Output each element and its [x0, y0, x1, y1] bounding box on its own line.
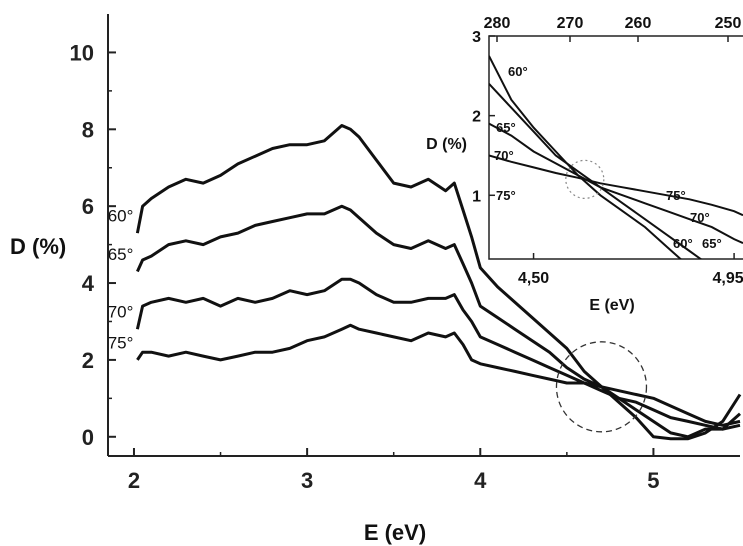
series-line-3 [136, 323, 741, 427]
series-line-0 [135, 124, 742, 441]
inset-right-label-2: 70° [690, 210, 710, 225]
inset-series-line-3 [489, 154, 743, 217]
inset-right-label-0: 60° [673, 236, 693, 251]
series-label-3: 75° [108, 333, 134, 352]
main-chart: 0 2 4 6 8 10 2 3 4 5 E (eV) D (%) 60° 65° 70° 75° [10, 14, 742, 545]
inset-x-tick-label: 4,95 [713, 270, 743, 287]
inset-y-tick-label: 3 [472, 29, 481, 46]
inset-x-tick-label: 4,50 [518, 270, 549, 287]
y-tick-label: 8 [82, 117, 94, 142]
inset-right-label-3: 75° [666, 188, 686, 203]
x-tick-label: 3 [301, 468, 313, 493]
y-tick-label: 10 [70, 40, 94, 65]
x-tick-label: 4 [474, 468, 487, 493]
highlight-circle [555, 341, 648, 433]
y-axis-title: D (%) [10, 234, 66, 259]
inset-left-label-0: 60° [508, 64, 528, 79]
inset-x-axis-title: E (eV) [589, 297, 634, 314]
inset-y-axis-title: D (%) [426, 136, 467, 153]
inset-left-label-1: 65° [496, 120, 516, 135]
y-tick-label: 0 [82, 425, 94, 450]
y-tick-label: 2 [82, 348, 94, 373]
inset-y-tick-label: 2 [472, 109, 481, 126]
series-label-0: 60° [108, 207, 134, 226]
y-tick-label: 6 [82, 194, 94, 219]
series-line-2 [135, 277, 741, 431]
inset-top-tick-label: 270 [557, 15, 584, 32]
y-tick-label: 4 [82, 271, 95, 296]
inset-left-label-3: 75° [496, 188, 516, 203]
inset-frame [488, 35, 743, 260]
inset-right-label-1: 65° [702, 236, 722, 251]
x-axis-title: E (eV) [364, 520, 426, 545]
inset-chart: 1 2 3 4,50 4,95 280 270 260 250 D (%) E (eV) 60° 65°… [426, 15, 743, 314]
x-tick-label: 2 [128, 468, 140, 493]
series-label-2: 70° [108, 303, 134, 322]
x-tick-label: 5 [647, 468, 659, 493]
inset-series-line-0 [489, 55, 683, 259]
inset-series-line-2 [489, 122, 743, 245]
inset-series-line-1 [489, 83, 703, 259]
series-line-1 [136, 204, 741, 439]
inset-y-tick-label: 1 [472, 188, 481, 205]
inset-left-label-2: 70° [494, 148, 514, 163]
inset-highlight-circle [565, 159, 605, 199]
inset-top-tick-label: 250 [715, 15, 742, 32]
inset-top-tick-label: 260 [625, 15, 652, 32]
inset-top-tick-label: 280 [484, 15, 511, 32]
inset-series-group [489, 55, 743, 259]
series-label-1: 65° [108, 245, 134, 264]
